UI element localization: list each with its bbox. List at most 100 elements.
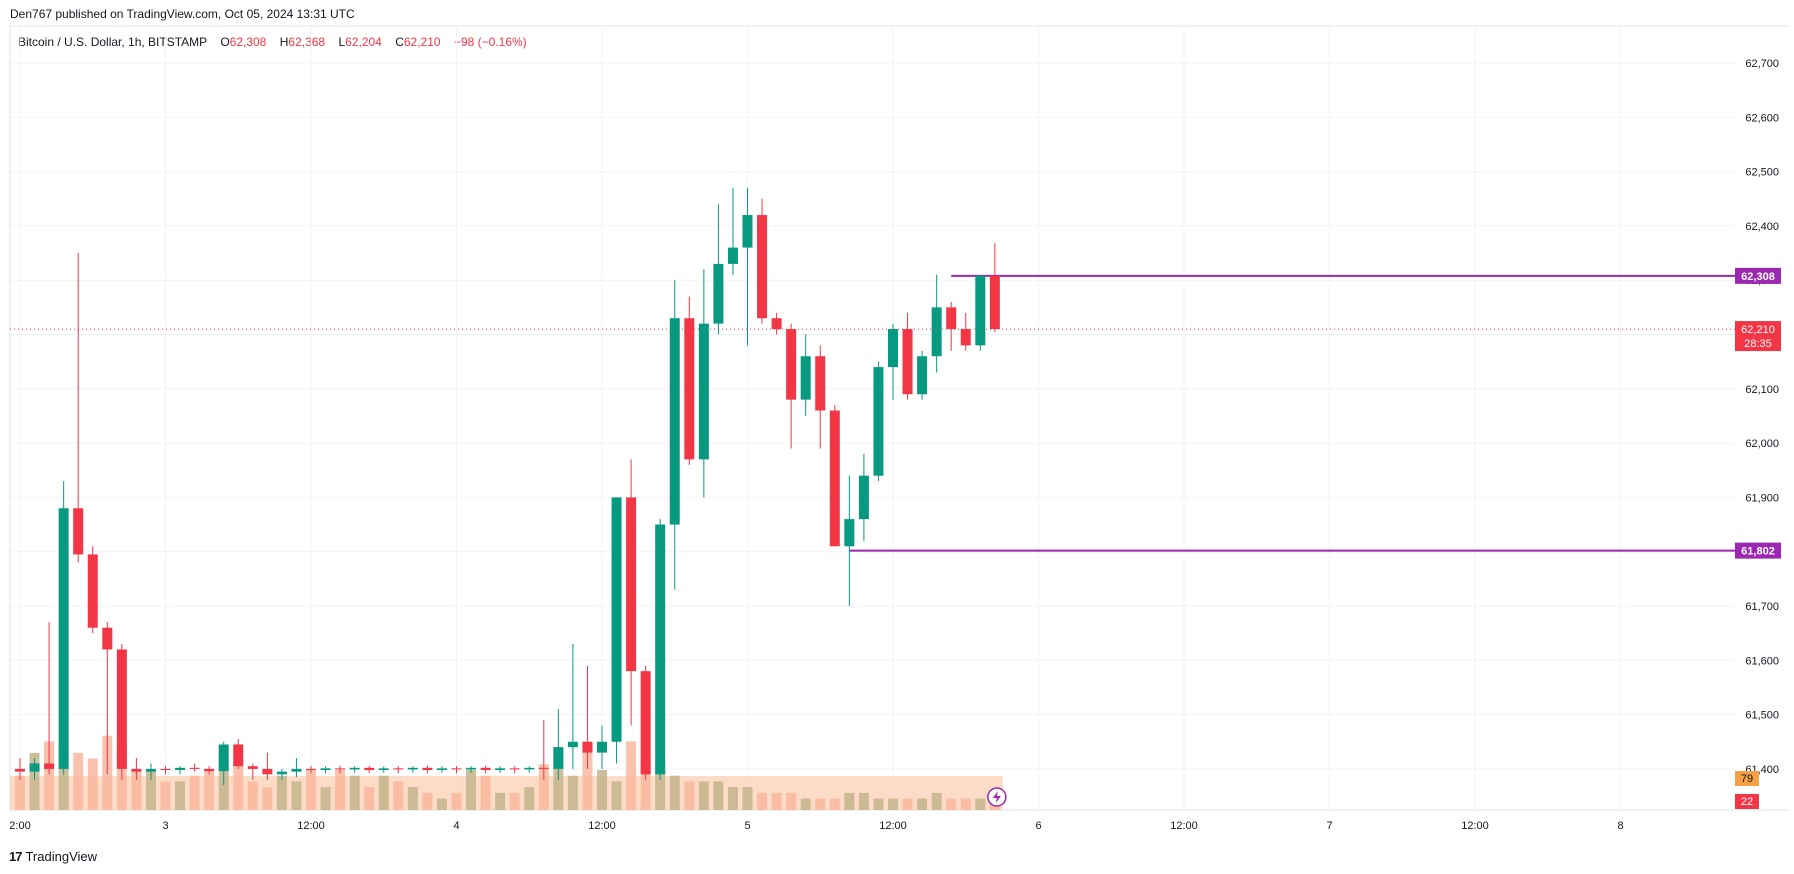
volume-bar (509, 792, 520, 810)
low-value: 62,204 (345, 35, 382, 49)
candle-body (87, 554, 98, 628)
candle (204, 766, 215, 775)
candle-body (640, 671, 651, 775)
y-tick-label: 61,900 (1745, 492, 1779, 504)
candle-body (364, 767, 375, 770)
volume-bar (858, 792, 869, 810)
candle-body (582, 741, 593, 753)
volume-bar (247, 781, 258, 810)
volume-bar (466, 770, 477, 810)
candle (757, 198, 768, 324)
volume-bar (727, 787, 738, 810)
volume-bar (524, 787, 535, 810)
candle (917, 350, 928, 400)
candle (873, 361, 884, 482)
volume-bar (786, 792, 797, 810)
x-tick-label: 8 (1617, 820, 1623, 832)
candle (771, 312, 782, 335)
candle (291, 758, 302, 778)
x-tick-label: 12:00 (879, 820, 907, 832)
volume-bar (771, 792, 782, 810)
lightning-icon[interactable] (987, 787, 1007, 807)
volume-moving-average-band (10, 776, 1003, 810)
candle (509, 766, 520, 774)
candle (335, 765, 346, 774)
x-tick-label: 2:00 (9, 820, 30, 832)
level-price-tag (1735, 542, 1781, 559)
tradingview-footer[interactable]: 17 TradingView (9, 849, 97, 864)
volume-bar (698, 781, 709, 810)
candle-body (44, 763, 55, 769)
candle (131, 758, 142, 780)
volume-bar (538, 764, 549, 810)
brand-name: TradingView (25, 849, 98, 864)
volume-bar (160, 781, 171, 810)
high-label: H (279, 35, 289, 49)
x-tick-label: 12:00 (1461, 820, 1489, 832)
candle-body (975, 275, 986, 346)
candle-body (524, 767, 535, 770)
volume-bar (44, 741, 55, 810)
candle (655, 519, 666, 780)
candle (698, 269, 709, 498)
candle-body (538, 767, 549, 769)
candle (786, 323, 797, 449)
candle-body (15, 768, 25, 772)
low-label: L (338, 35, 346, 49)
volume-bar (597, 770, 607, 810)
candle (233, 739, 244, 769)
symbol-title[interactable]: Bitcoin / U.S. Dollar, 1h, BITSTAMP (18, 35, 207, 49)
volume-up-label: 79 (1741, 773, 1753, 785)
axes: 62,70062,60062,50062,40062,30062,20062,1… (9, 58, 1779, 832)
candle-body (276, 771, 287, 775)
candle-body (393, 768, 404, 770)
x-tick-label: 12:00 (1170, 820, 1198, 832)
candle-body (684, 318, 695, 460)
volume-bar (87, 758, 98, 810)
candle-body (320, 768, 331, 770)
candle (727, 187, 738, 275)
grid-lines (9, 25, 1790, 811)
high-value: 62,368 (288, 35, 326, 49)
candle-body (451, 768, 462, 770)
last-price-tag (1735, 321, 1781, 352)
candle (378, 766, 389, 773)
x-tick-label: 3 (162, 820, 168, 832)
bar-countdown-label: 28:35 (1744, 338, 1772, 350)
candles (15, 187, 1000, 786)
candle (960, 312, 971, 351)
y-tick-label: 62,600 (1745, 112, 1779, 124)
volume-bar (611, 781, 622, 810)
open-value: 62,308 (229, 35, 267, 49)
candle-body (946, 307, 957, 330)
candle (364, 765, 375, 774)
candle-body (102, 627, 113, 650)
level-price-label: 62,308 (1741, 271, 1775, 283)
volume-bar (131, 770, 142, 810)
candle-body (378, 768, 389, 770)
x-tick-label: 4 (453, 820, 459, 832)
candle (407, 766, 418, 773)
candle (669, 280, 680, 590)
candle-body (58, 508, 69, 769)
volume-down-label: 22 (1741, 796, 1753, 808)
candle (858, 453, 869, 541)
y-tick-label: 62,700 (1745, 58, 1779, 70)
candle-body (436, 768, 447, 770)
volume-bar (917, 798, 928, 810)
volume-bar (946, 798, 957, 810)
candle (931, 274, 942, 373)
volume-bar (15, 775, 25, 810)
horizontal-levels (10, 274, 1735, 552)
candle-body (160, 768, 171, 770)
candle-body (757, 215, 768, 319)
volume-bar (233, 758, 244, 810)
volume-down-tag (1735, 794, 1759, 809)
candle-body (145, 768, 156, 772)
candle (145, 763, 156, 780)
volume-bar (204, 770, 215, 810)
volume-bar (640, 758, 651, 810)
candle (611, 497, 622, 764)
candle-body (262, 768, 273, 775)
